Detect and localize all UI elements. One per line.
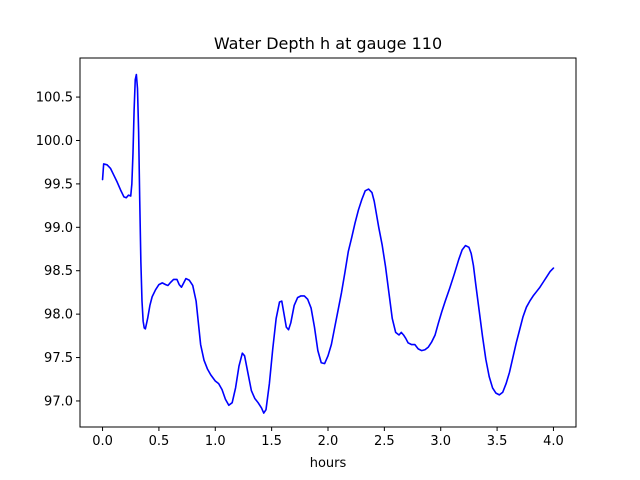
- x-tick-label: 3.0: [430, 434, 451, 449]
- y-tick-label: 99.0: [44, 221, 73, 236]
- y-tick-label: 99.5: [44, 177, 73, 192]
- y-tick-label: 100.5: [36, 91, 73, 106]
- axes: 0.0 0.5 1.0 1.5 2.0 2.5 3.0 3.5 4.0 97.0 97.5 98.0 9…: [36, 91, 564, 449]
- series-line-0: [101, 73, 555, 414]
- x-tick-label: 0.5: [149, 434, 170, 449]
- y-tick-label: 98.0: [44, 308, 73, 323]
- x-tick-label: 0.0: [92, 434, 113, 449]
- y-tick-label: 97.5: [44, 351, 73, 366]
- x-tick-label: 2.5: [374, 434, 395, 449]
- x-tick-label: 1.5: [261, 434, 282, 449]
- y-tick-label: 98.5: [44, 264, 73, 279]
- x-tick-label: 1.0: [205, 434, 226, 449]
- plot-frame: [79, 57, 577, 428]
- y-tick-label: 97.0: [44, 394, 73, 409]
- x-tick-label: 2.0: [318, 434, 339, 449]
- x-tick-label: 4.0: [543, 434, 564, 449]
- x-axis-label: hours: [310, 456, 347, 471]
- x-tick-label: 3.5: [487, 434, 508, 449]
- plot-area: [101, 73, 555, 414]
- chart-title: Water Depth h at gauge 110: [214, 34, 442, 53]
- y-tick-label: 100.0: [36, 134, 73, 149]
